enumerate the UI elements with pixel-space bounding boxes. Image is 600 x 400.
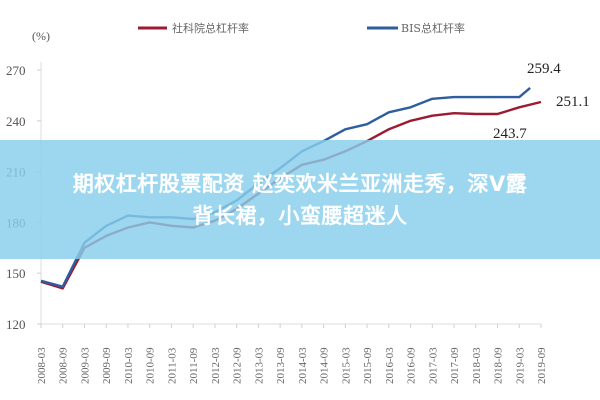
headline-line-2: 背长裙，小蛮腰超迷人 bbox=[192, 203, 408, 228]
x-tick-label: 2008-03 bbox=[36, 347, 48, 384]
y-axis-unit: (%) bbox=[32, 29, 50, 43]
x-tick-label: 2010-03 bbox=[123, 347, 135, 384]
x-tick-label: 2014-03 bbox=[297, 347, 309, 384]
x-tick-label: 2012-09 bbox=[232, 347, 244, 384]
y-tick-label: 270 bbox=[6, 63, 26, 78]
x-tick-label: 2009-03 bbox=[79, 347, 91, 384]
x-tick-label: 2009-09 bbox=[101, 347, 113, 384]
y-tick-label: 240 bbox=[6, 114, 26, 129]
x-tick-label: 2015-09 bbox=[362, 347, 374, 384]
legend-label-bis: BIS总杠杆率 bbox=[401, 21, 465, 35]
y-tick-label: 120 bbox=[6, 317, 26, 332]
headline-overlay-banner[interactable]: 期权杠杆股票配资 赵奕欢米兰亚洲走秀，深V露 背长裙，小蛮腰超迷人 bbox=[0, 140, 600, 259]
x-tick-label: 2016-03 bbox=[384, 347, 396, 384]
legend: 社科院总杠杆率 BIS总杠杆率 bbox=[138, 21, 465, 35]
y-tick-label: 150 bbox=[6, 266, 26, 281]
x-tick-label: 2013-09 bbox=[275, 347, 287, 384]
x-tick-label: 2014-09 bbox=[319, 347, 331, 384]
x-tick-label: 2015-03 bbox=[340, 347, 352, 384]
x-tick-label: 2013-03 bbox=[253, 347, 265, 384]
x-axis: 2008-03 2008-09 2009-03 2009-09 2010-03 2010-… bbox=[36, 323, 548, 384]
legend-label-cass: 社科院总杠杆率 bbox=[172, 21, 249, 35]
x-tick-label: 2012-03 bbox=[210, 347, 222, 384]
data-label: 251.1 bbox=[556, 94, 590, 110]
x-tick-label: 2019-03 bbox=[514, 347, 526, 384]
x-tick-label: 2018-09 bbox=[493, 347, 505, 384]
x-tick-label: 2011-09 bbox=[188, 347, 200, 384]
data-label: 243.7 bbox=[493, 126, 527, 142]
x-tick-label: 2010-09 bbox=[145, 347, 157, 384]
data-label: 259.4 bbox=[527, 61, 561, 77]
annotations: 259.4 251.1 243.7 bbox=[493, 61, 590, 142]
x-tick-label: 2016-09 bbox=[406, 347, 418, 384]
headline-line-1: 期权杠杆股票配资 赵奕欢米兰亚洲走秀，深V露 bbox=[72, 171, 528, 196]
x-tick-label: 2017-09 bbox=[449, 347, 461, 384]
x-tick-label: 2018-03 bbox=[471, 347, 483, 384]
x-tick-label: 2017-03 bbox=[427, 347, 439, 384]
x-tick-label: 2011-03 bbox=[166, 347, 178, 384]
x-tick-label: 2019-09 bbox=[536, 347, 548, 384]
x-tick-label: 2008-09 bbox=[58, 347, 70, 384]
